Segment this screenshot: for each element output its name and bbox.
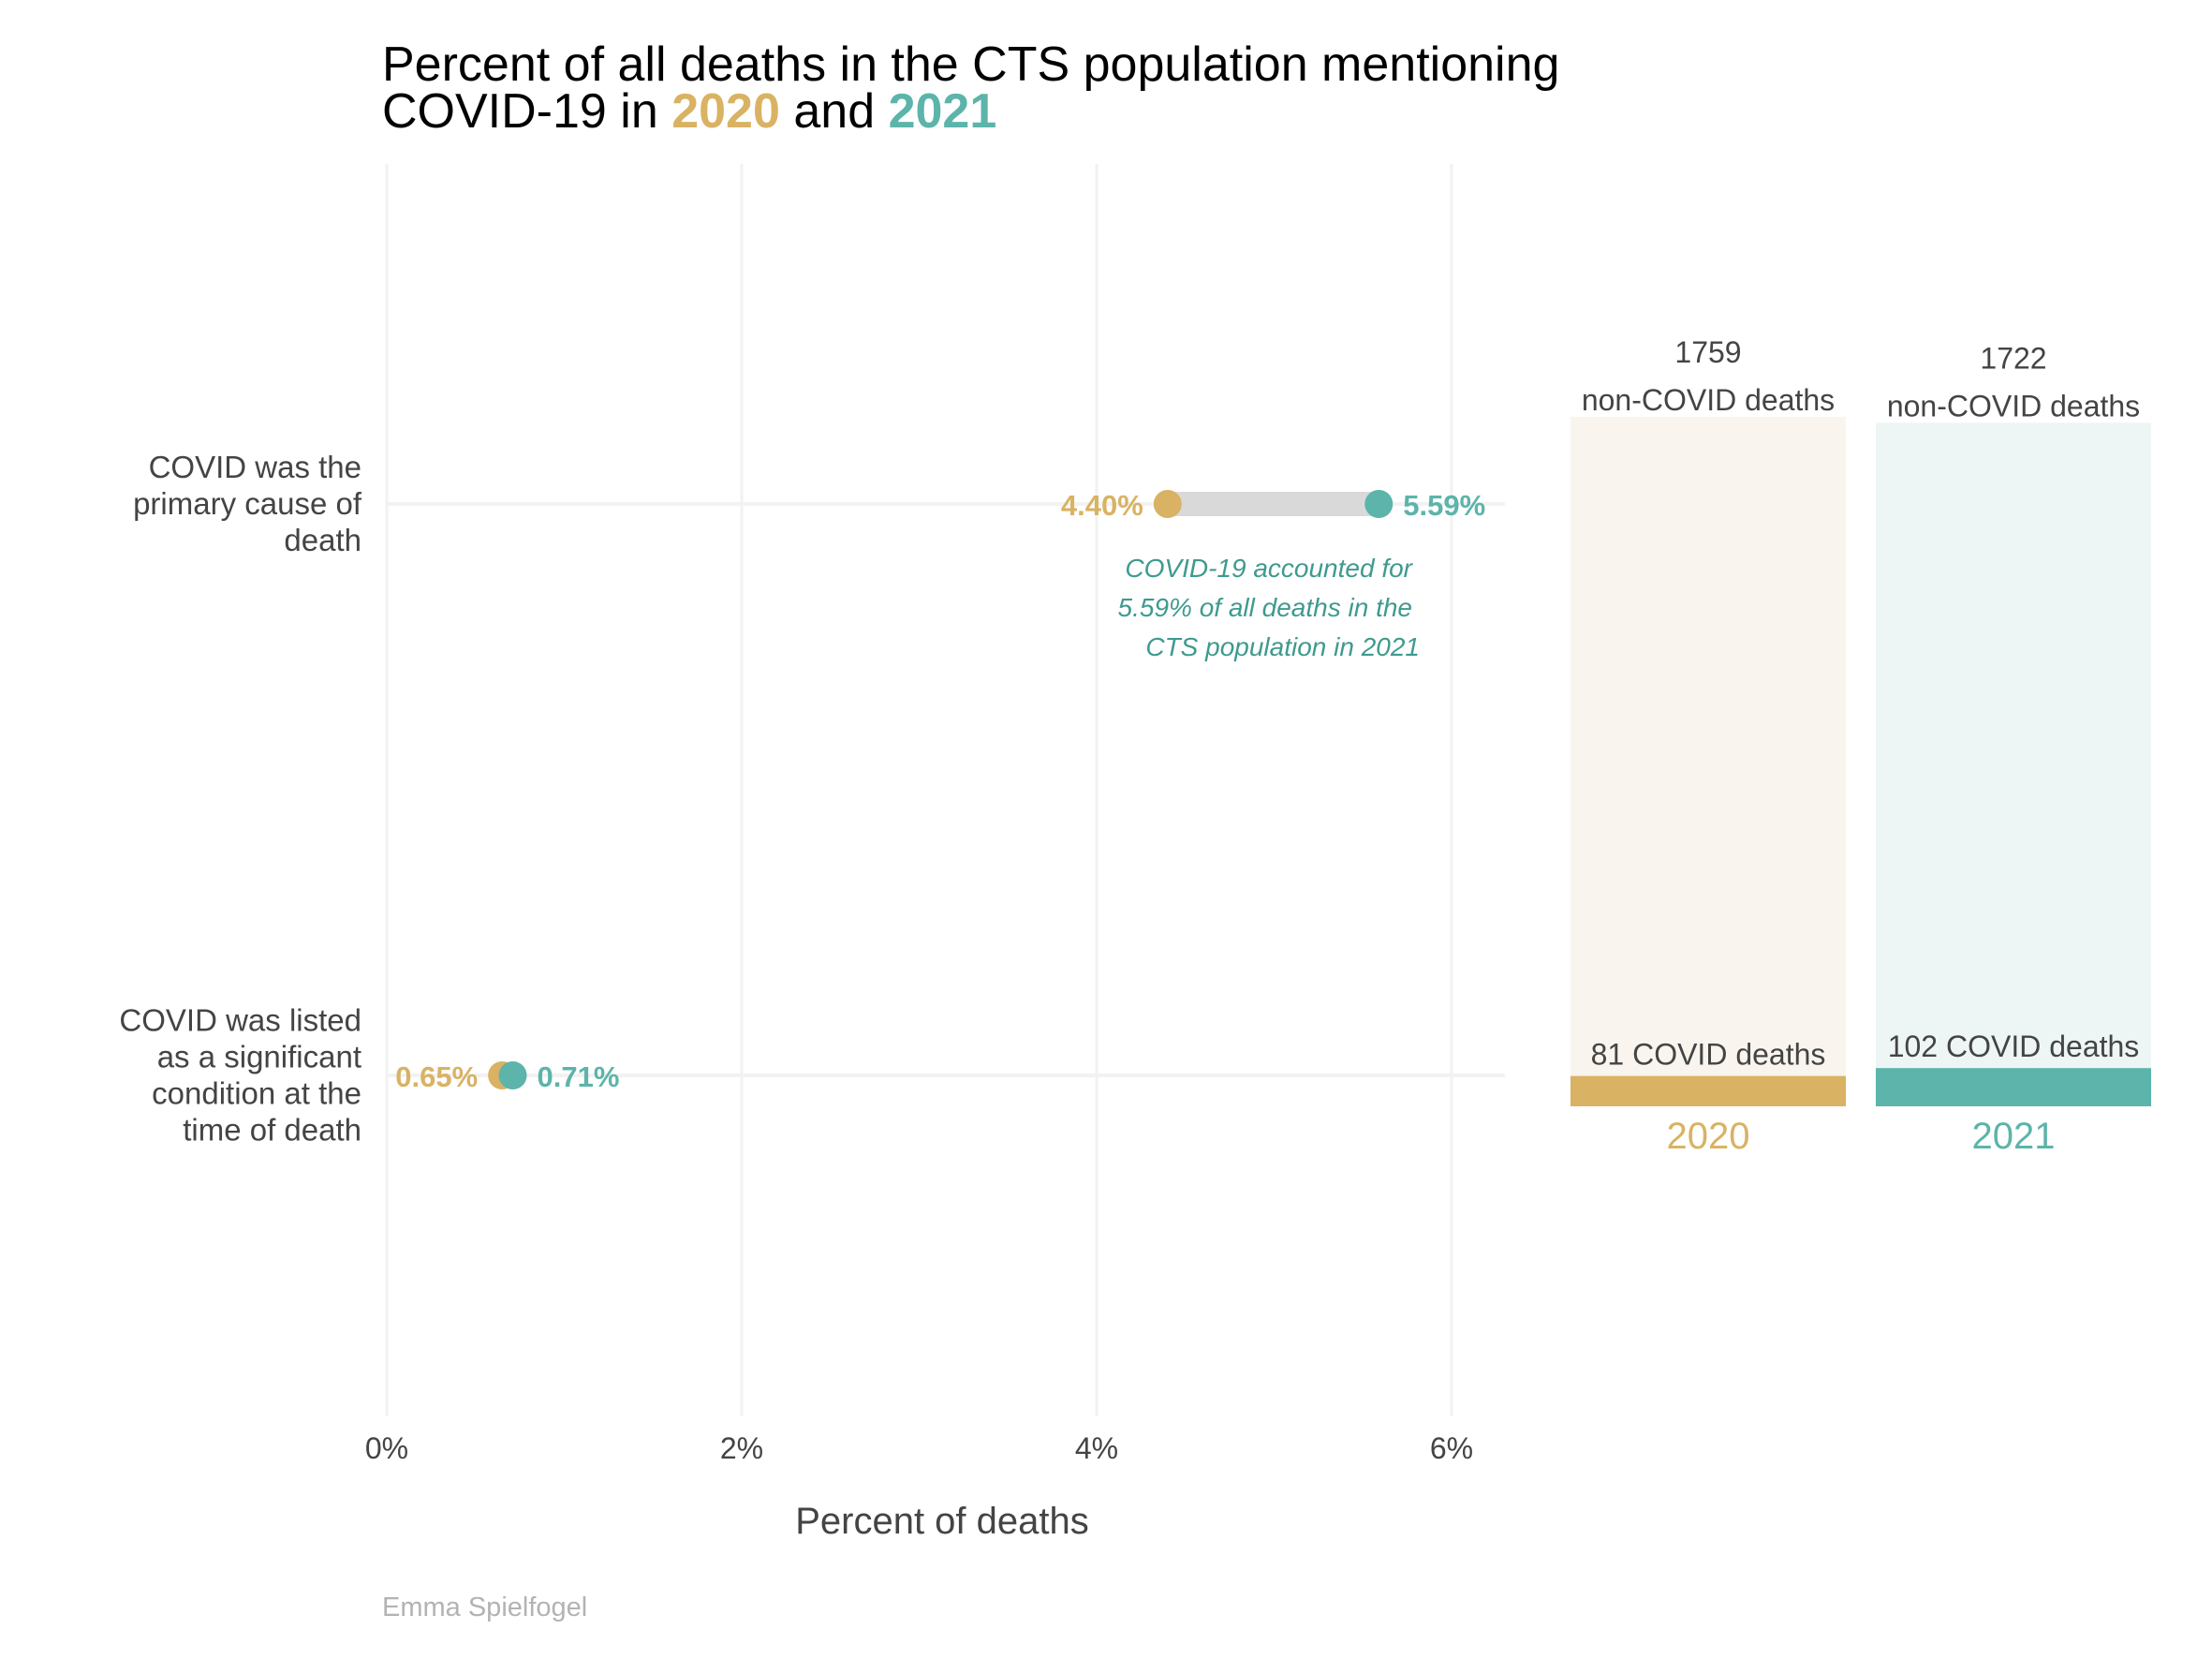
x-tick-label: 4% [1075,1431,1118,1465]
category-label-line: primary cause of [133,486,362,521]
category-label-line: COVID was the [149,450,361,484]
dumbbell-marks: 4.40% 5.59% 0.65% 0.71% [395,489,1485,1093]
annotation-line: CTS population in 2021 [1145,632,1420,661]
point-2021 [498,1061,527,1089]
gridlines [385,164,1505,1416]
bar-label-noncovid-count: 1759 [1674,335,1741,369]
bar-covid-2021 [1876,1068,2151,1106]
value-label-2020: 0.65% [395,1060,478,1093]
title-mid: and [780,84,889,139]
title-year-2020: 2020 [671,84,780,139]
annotation-line: 5.59% of all deaths in the [1118,593,1412,622]
title-prefix: COVID-19 in [382,84,671,139]
category-label-line: death [284,523,361,557]
point-2021 [1364,490,1394,518]
bar-label-noncovid-count: 1722 [1980,341,2046,375]
bar-covid-2020 [1571,1075,1846,1106]
annotation-line: COVID-19 accounted for [1125,554,1413,583]
category-label-line: time of death [183,1113,361,1148]
x-axis: 0% 2% 4% 6% [365,1431,1473,1465]
caption: Emma Spielfogel [382,1592,587,1622]
chart-title-line1: Percent of all deaths in the CTS populat… [382,37,1559,92]
category-label-line: COVID was listed [119,1003,361,1038]
bar-year-label: 2020 [1667,1116,1750,1157]
bar-label-covid: 102 COVID deaths [1888,1029,2140,1063]
x-axis-title: Percent of deaths [795,1501,1089,1542]
x-tick-label: 2% [720,1431,763,1465]
value-label-2021: 5.59% [1403,489,1485,522]
chart-title-line2: COVID-19 in 2020 and 2021 [382,84,996,139]
bar-label-covid: 81 COVID deaths [1591,1038,1826,1072]
bar-noncovid-2021 [1876,422,2151,1069]
point-2020 [1153,490,1182,518]
bar-noncovid-2020 [1571,417,1846,1076]
bar-label-noncovid-text: non-COVID deaths [1582,383,1835,417]
annotation: COVID-19 accounted for 5.59% of all death… [1118,554,1420,661]
x-tick-label: 6% [1430,1431,1473,1465]
value-label-2021: 0.71% [538,1060,620,1093]
value-label-2020: 4.40% [1061,489,1143,522]
category-label-line: condition at the [152,1076,361,1111]
bar-year-label: 2021 [1972,1116,2056,1157]
title-year-2021: 2021 [889,84,997,139]
x-tick-label: 0% [365,1431,408,1465]
bar-label-noncovid-text: non-COVID deaths [1887,389,2140,422]
stacked-bars: 81 COVID deaths 1759 non-COVID deaths 2020 1… [1571,335,2151,1157]
category-label-line: as a significant [157,1040,361,1074]
